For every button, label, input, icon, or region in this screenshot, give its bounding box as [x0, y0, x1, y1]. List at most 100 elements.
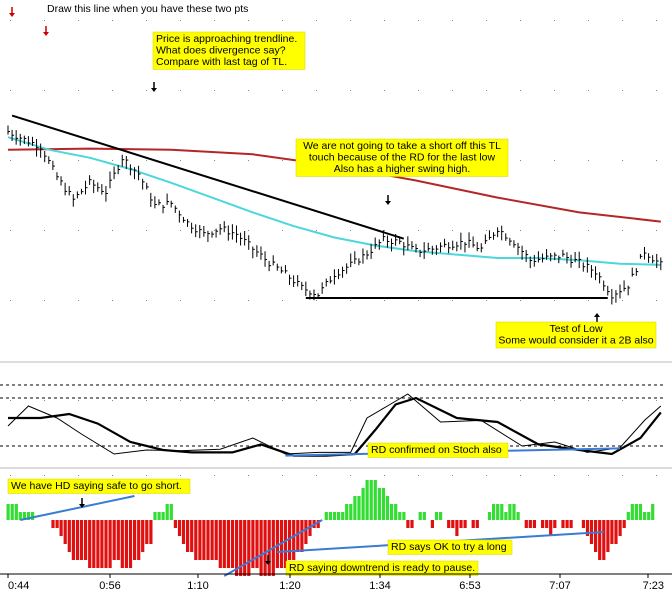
histogram-bar [169, 504, 173, 520]
histogram-bar [455, 520, 459, 536]
grid-dot [452, 300, 453, 301]
grid-dot [350, 475, 351, 476]
grid-dot [146, 230, 147, 231]
histogram-bar [565, 520, 569, 528]
grid-dot [10, 90, 11, 91]
grid-dot [214, 90, 215, 91]
grid-dot [316, 400, 317, 401]
grid-dot [554, 20, 555, 21]
histogram-bar [492, 504, 496, 520]
histogram-bar [88, 520, 92, 568]
downtrend-line [11, 114, 405, 240]
histogram-bar [18, 512, 22, 520]
grid-dot [452, 90, 453, 91]
grid-dot [350, 20, 351, 21]
arrow-head-low-test [594, 313, 600, 317]
arrow-head-tl-touch-1 [151, 88, 157, 92]
histogram-bar [402, 512, 406, 520]
histogram-bar [528, 520, 532, 528]
grid-dot [78, 160, 79, 161]
histogram-bar [345, 504, 349, 520]
grid-dot [656, 400, 657, 401]
histogram-bar [104, 520, 108, 568]
grid-dot [588, 300, 589, 301]
grid-dot [44, 400, 45, 401]
grid-dot [248, 300, 249, 301]
grid-dot [10, 160, 11, 161]
histogram-bar [516, 512, 520, 520]
histogram-bar [10, 504, 14, 520]
note-box-rd-stoch [367, 442, 509, 458]
grid-dot [44, 20, 45, 21]
grid-dot [656, 300, 657, 301]
histogram-bar [59, 520, 63, 536]
histogram-bar [349, 504, 353, 520]
grid-dot [350, 400, 351, 401]
grid-dot [520, 230, 521, 231]
histogram-bar [508, 504, 512, 520]
histogram-bar [202, 520, 206, 560]
histogram-bar [292, 520, 296, 560]
histogram-bar [198, 520, 202, 560]
grid-dot [112, 20, 113, 21]
grid-dot [180, 475, 181, 476]
histogram-bar [63, 520, 67, 544]
histogram-bar [328, 512, 332, 520]
histogram-bar [512, 504, 516, 520]
grid-dot [180, 300, 181, 301]
grid-dot [452, 475, 453, 476]
note-text-test-of-low: Test of Low [549, 323, 603, 335]
histogram-bar [84, 520, 88, 560]
grid-dot [554, 230, 555, 231]
histogram-bar [165, 504, 169, 520]
histogram-bar [545, 520, 549, 528]
note-text-rd-stoch: RD confirmed on Stoch also [371, 444, 502, 456]
histogram-bar [398, 512, 402, 520]
note-text-test-of-low: Some would consider it a 2B also [498, 335, 653, 347]
histogram-bar [385, 496, 390, 520]
histogram-bar [332, 512, 337, 520]
arrow-head-hist-1 [79, 504, 85, 508]
histogram-bar [263, 520, 267, 576]
grid-dot [622, 230, 623, 231]
grid-dot [214, 475, 215, 476]
grid-dot [282, 160, 283, 161]
histogram-bar [390, 504, 394, 520]
grid-dot [282, 20, 283, 21]
x-axis: 0:44 0:56 1:10 1:20 1:34 6:53 7:07 7:23 [0, 573, 672, 592]
annotations: Draw this line when you have these two p… [7, 3, 657, 576]
grid-dot [248, 400, 249, 401]
histogram-bar [406, 520, 410, 528]
histogram-bar [622, 520, 626, 528]
note-box-rd-long [387, 539, 513, 555]
grid-dot [180, 160, 181, 161]
histogram-bar [471, 520, 475, 528]
histogram-bar [108, 520, 112, 568]
grid-dot [214, 230, 215, 231]
grid-dot [282, 230, 283, 231]
histogram-bar [610, 520, 614, 544]
note-text-hd-short: We have HD saying safe to go short. [11, 480, 182, 492]
histogram-bar [422, 512, 426, 520]
grid-dot [214, 400, 215, 401]
histogram-bar [145, 520, 149, 544]
grid-dot [282, 400, 283, 401]
grid-dot [248, 90, 249, 91]
histogram-bar [500, 504, 504, 520]
x-tick-label: 7:23 [643, 580, 664, 592]
histogram-bar [439, 512, 443, 520]
grid-dot [418, 20, 419, 21]
histogram-bar [210, 520, 214, 560]
stoch-fast-line [7, 393, 662, 455]
grid-dot [588, 475, 589, 476]
note-text-approaching: Compare with last tag of TL. [156, 56, 287, 68]
grid-dot [44, 475, 45, 476]
grid-dot [10, 230, 11, 231]
histogram-bar [51, 520, 55, 528]
grid-dot [180, 230, 181, 231]
histogram-bar [288, 520, 292, 560]
grid-dot [656, 475, 657, 476]
grid-dot [554, 90, 555, 91]
arrow-head-tl-touch-2 [385, 201, 391, 205]
